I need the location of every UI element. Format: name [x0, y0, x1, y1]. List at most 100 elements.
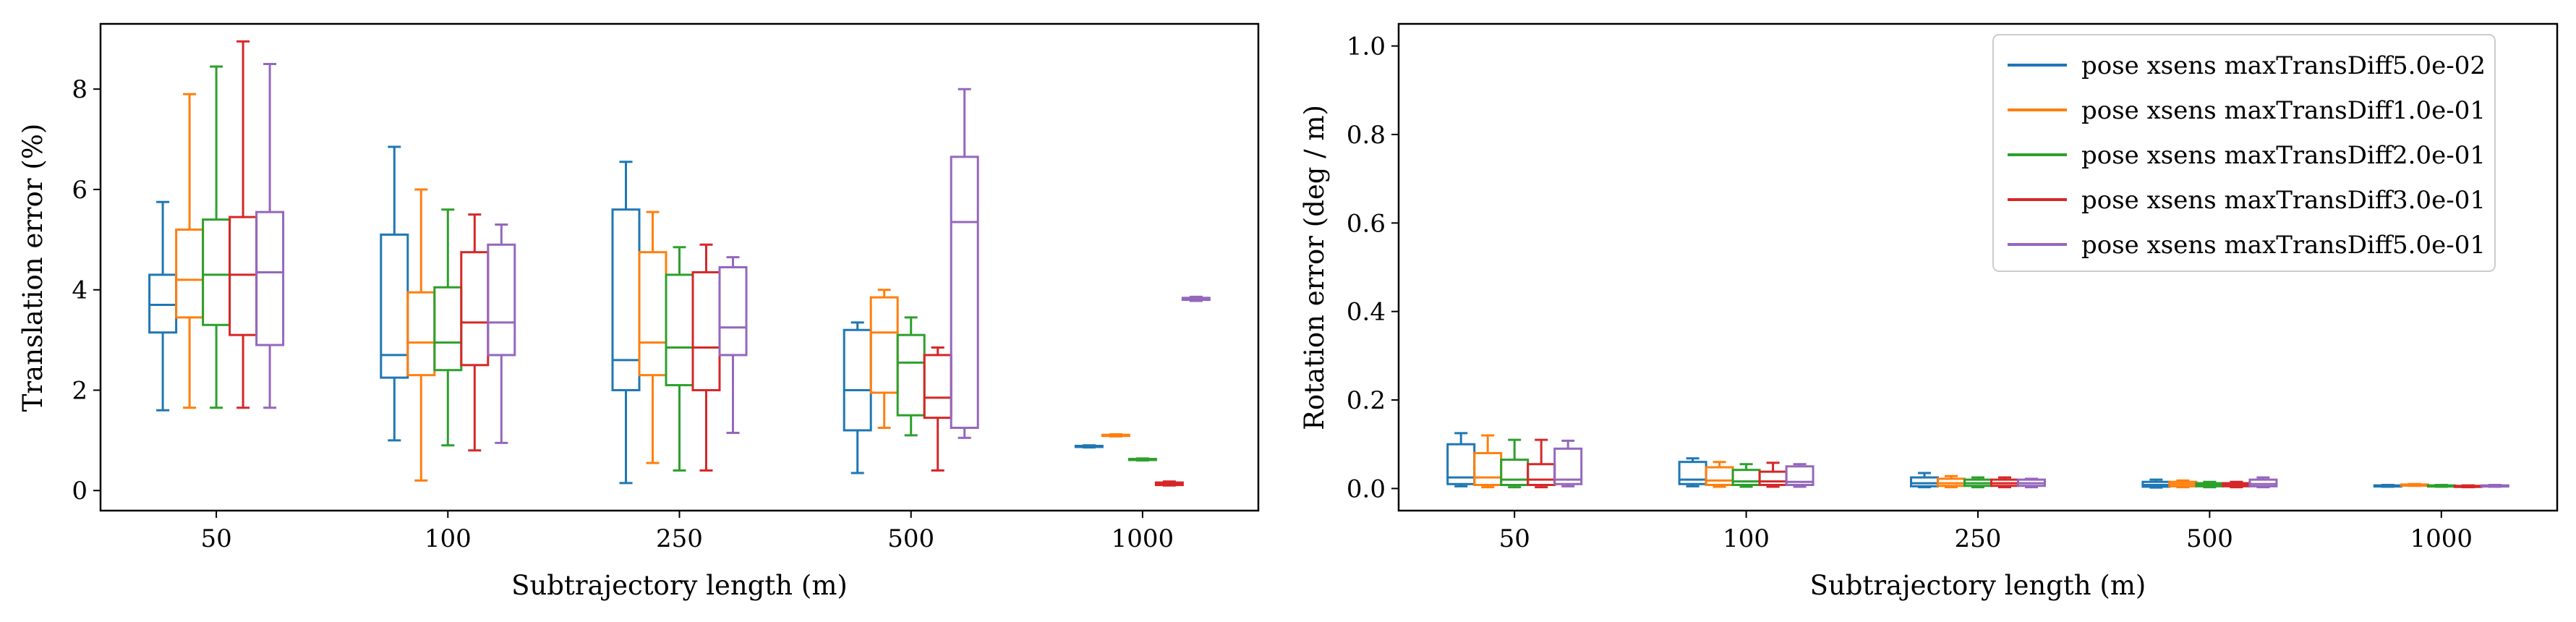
- rotation-box-3-100: [1731, 463, 1761, 488]
- rotation-box-1-250: [1910, 472, 1939, 489]
- translation-y-tick-label: 2: [72, 376, 88, 405]
- box-iqr: [1500, 459, 1530, 487]
- translation-box-1-1000: [1074, 444, 1104, 449]
- translation-y-tick-label: 4: [72, 276, 88, 305]
- rotation-box-3-500: [2195, 480, 2225, 489]
- rotation-box-4-250: [1990, 476, 2019, 489]
- rotation-y-tick-label: 0.8: [1347, 121, 1386, 150]
- rotation-x-tick-label: 500: [2186, 524, 2233, 553]
- legend-label: pose xsens maxTransDiff3.0e-01: [2081, 186, 2486, 215]
- rotation-box-1-100: [1678, 457, 1707, 487]
- rotation-box-3-50: [1500, 438, 1530, 489]
- rotation-box-4-500: [2222, 480, 2251, 489]
- box-iqr: [1731, 469, 1761, 487]
- translation-box-2-50: [175, 93, 205, 409]
- translation-y-ticks: 0 2 4 6 8: [72, 75, 101, 506]
- box-iqr: [950, 156, 979, 430]
- rotation-box-5-1000: [2480, 484, 2509, 488]
- rotation-x-ticks: 50 100 250 500 1000: [1499, 511, 2473, 553]
- legend-items: pose xsens maxTransDiff5.0e-02 pose xsens…: [2008, 51, 2486, 260]
- box-iqr: [380, 233, 409, 379]
- translation-x-tick-label: 500: [887, 524, 934, 553]
- translation-box-5-100: [487, 223, 516, 444]
- box-iqr: [148, 273, 178, 334]
- translation-box-2-250: [638, 210, 668, 464]
- translation-box-5-50: [255, 63, 285, 409]
- box-iqr: [691, 270, 721, 391]
- box-iqr: [638, 251, 668, 377]
- translation-x-tick-label: 1000: [1112, 524, 1174, 553]
- box-iqr: [869, 296, 899, 394]
- rotation-box-5-100: [1785, 463, 1814, 488]
- rotation-box-5-50: [1553, 439, 1583, 487]
- rotation-box-5-250: [2017, 477, 2046, 489]
- translation-x-tick-label: 50: [200, 524, 231, 553]
- translation-box-3-50: [202, 65, 231, 409]
- rotation-box-3-250: [1963, 476, 1992, 489]
- translation-box-5-1000: [1181, 295, 1211, 302]
- translation-box-4-250: [691, 243, 721, 472]
- rotation-y-ticks: 0.0 0.2 0.4 0.6 0.8 1.0: [1347, 33, 1399, 503]
- legend: pose xsens maxTransDiff5.0e-02 pose xsens…: [1992, 34, 2496, 272]
- box-iqr: [255, 210, 285, 346]
- rotation-box-2-100: [1705, 461, 1734, 488]
- box-iqr: [843, 328, 872, 432]
- translation-box-5-500: [950, 88, 979, 439]
- rotation-box-2-1000: [2400, 482, 2429, 487]
- box-iqr: [202, 218, 231, 326]
- translation-box-4-500: [923, 346, 952, 472]
- translation-error-panel: 0 2 4 6 8 50 100 250 500 1000 Subtrajectory leng…: [17, 22, 1260, 601]
- rotation-x-tick-label: 250: [1955, 524, 2002, 553]
- translation-x-axis-label: Subtrajectory length (m): [511, 570, 848, 601]
- box-iqr: [1910, 476, 1939, 487]
- rotation-x-tick-label: 50: [1499, 524, 1530, 553]
- box-iqr: [175, 228, 205, 319]
- rotation-box-2-250: [1937, 474, 1966, 489]
- translation-y-tick-label: 8: [72, 75, 88, 104]
- translation-box-1-50: [148, 200, 178, 412]
- translation-y-axis-label: Translation error (%): [17, 124, 48, 412]
- rotation-box-2-50: [1473, 434, 1503, 489]
- rotation-x-tick-label: 1000: [2410, 524, 2473, 553]
- box-iqr: [896, 333, 926, 417]
- legend-entry: pose xsens maxTransDiff5.0e-02: [2008, 51, 2486, 80]
- rotation-y-tick-label: 0.2: [1347, 386, 1386, 415]
- rotation-error-panel: 0.0 0.2 0.4 0.6 0.8 1.0 50 100 250 500 1000 Subtr…: [1299, 22, 2559, 601]
- rotation-y-tick-label: 0.4: [1347, 298, 1386, 327]
- box-iqr: [406, 291, 436, 377]
- rotation-box-1-500: [2141, 478, 2171, 489]
- translation-box-3-250: [665, 246, 694, 472]
- rotation-box-1-1000: [2373, 484, 2402, 488]
- legend-entry: pose xsens maxTransDiff3.0e-01: [2008, 186, 2486, 215]
- translation-box-3-1000: [1127, 457, 1157, 462]
- rotation-x-axis-label: Subtrajectory length (m): [1810, 570, 2146, 601]
- legend-entry: pose xsens maxTransDiff5.0e-01: [2008, 231, 2486, 260]
- rotation-box-marks: [1446, 432, 2509, 489]
- translation-box-3-500: [896, 316, 926, 437]
- translation-box-1-500: [843, 321, 872, 474]
- translation-box-1-100: [380, 145, 409, 442]
- translation-box-1-250: [611, 161, 641, 485]
- legend-label: pose xsens maxTransDiff1.0e-01: [2081, 96, 2486, 125]
- box-iqr: [923, 354, 952, 419]
- rotation-box-4-100: [1758, 461, 1788, 488]
- translation-x-ticks: 50 100 250 500 1000: [200, 511, 1174, 553]
- box-iqr: [229, 216, 258, 336]
- rotation-y-tick-label: 1.0: [1347, 33, 1386, 61]
- rotation-box-4-50: [1527, 438, 1556, 489]
- legend-label: pose xsens maxTransDiff5.0e-01: [2081, 231, 2486, 260]
- legend-frame: [1992, 34, 2496, 272]
- translation-box-4-100: [460, 213, 490, 452]
- box-iqr: [487, 243, 516, 357]
- rotation-box-2-500: [2168, 479, 2198, 489]
- translation-box-2-500: [869, 289, 899, 430]
- box-iqr: [1527, 463, 1556, 487]
- translation-box-4-50: [229, 40, 258, 409]
- rotation-y-axis-label: Rotation error (deg / m): [1299, 105, 1330, 430]
- translation-box-5-250: [718, 256, 748, 434]
- box-iqr: [1785, 465, 1814, 487]
- legend-entry: pose xsens maxTransDiff2.0e-01: [2008, 141, 2486, 170]
- legend-label: pose xsens maxTransDiff2.0e-01: [2081, 141, 2486, 170]
- translation-box-marks: [148, 40, 1211, 487]
